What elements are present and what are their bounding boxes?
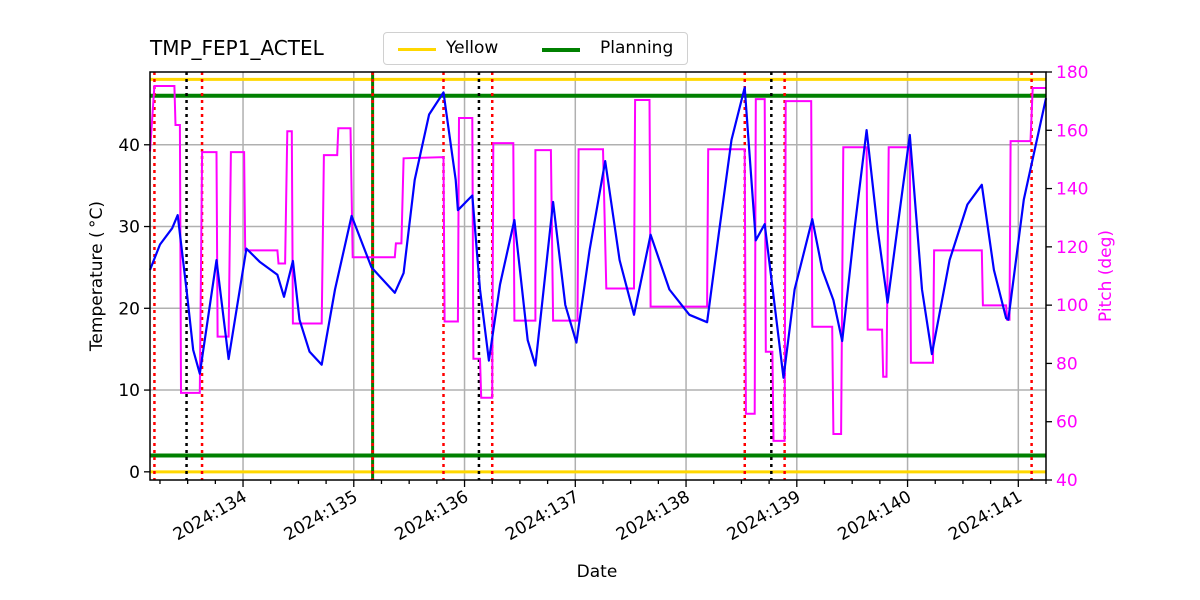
legend-planning-label: Planning — [600, 38, 674, 58]
y-tick-label: 0 — [129, 463, 140, 483]
legend-planning-swatch-icon — [542, 48, 580, 52]
legend-yellow-swatch-icon — [398, 48, 436, 51]
y2-tick-label: 40 — [1056, 471, 1078, 491]
x-tick-label: 2024:136 — [392, 487, 473, 545]
x-tick-label: 2024:138 — [613, 487, 694, 545]
y-axis-left: 0 10 20 30 40 — [118, 136, 150, 483]
x-axis-label: Date — [577, 562, 618, 582]
legend: Yellow Planning — [383, 32, 688, 65]
x-axis: 2024:134 2024:135 2024:136 2024:137 2024:138… — [159, 480, 1047, 545]
pitch-series-line — [149, 85, 1046, 442]
temperature-series-line — [148, 86, 1048, 379]
chart-title: TMP_FEP1_ACTEL — [150, 36, 324, 60]
x-tick-label: 2024:134 — [170, 487, 251, 545]
grid-lines — [150, 72, 1046, 480]
y-tick-label: 10 — [118, 381, 140, 401]
limit-lines — [150, 77, 1046, 474]
x-tick-label: 2024:140 — [835, 487, 916, 545]
x-tick-label: 2024:135 — [281, 487, 362, 545]
y-tick-label: 40 — [118, 136, 140, 156]
y2-tick-label: 100 — [1056, 296, 1088, 316]
y-axis-label: Temperature ( °C) — [87, 201, 107, 352]
x-tick-label: 2024:137 — [502, 487, 583, 545]
y2-tick-label: 180 — [1056, 63, 1088, 83]
y-tick-label: 30 — [118, 218, 140, 238]
y2-axis-label: Pitch (deg) — [1096, 230, 1116, 322]
y2-tick-label: 60 — [1056, 413, 1078, 433]
y2-tick-label: 140 — [1056, 180, 1088, 200]
y2-tick-label: 120 — [1056, 238, 1088, 258]
x-tick-label: 2024:139 — [724, 487, 805, 545]
y2-tick-label: 160 — [1056, 121, 1088, 141]
vertical-markers — [153, 72, 1033, 480]
x-tick-label: 2024:141 — [945, 487, 1026, 545]
legend-yellow-label: Yellow — [446, 38, 499, 58]
y2-tick-label: 80 — [1056, 354, 1078, 374]
y-axis-right: 40 60 80 100 120 140 160 180 — [1046, 63, 1088, 491]
axes-frame — [149, 71, 1047, 481]
y-tick-label: 20 — [118, 299, 140, 319]
